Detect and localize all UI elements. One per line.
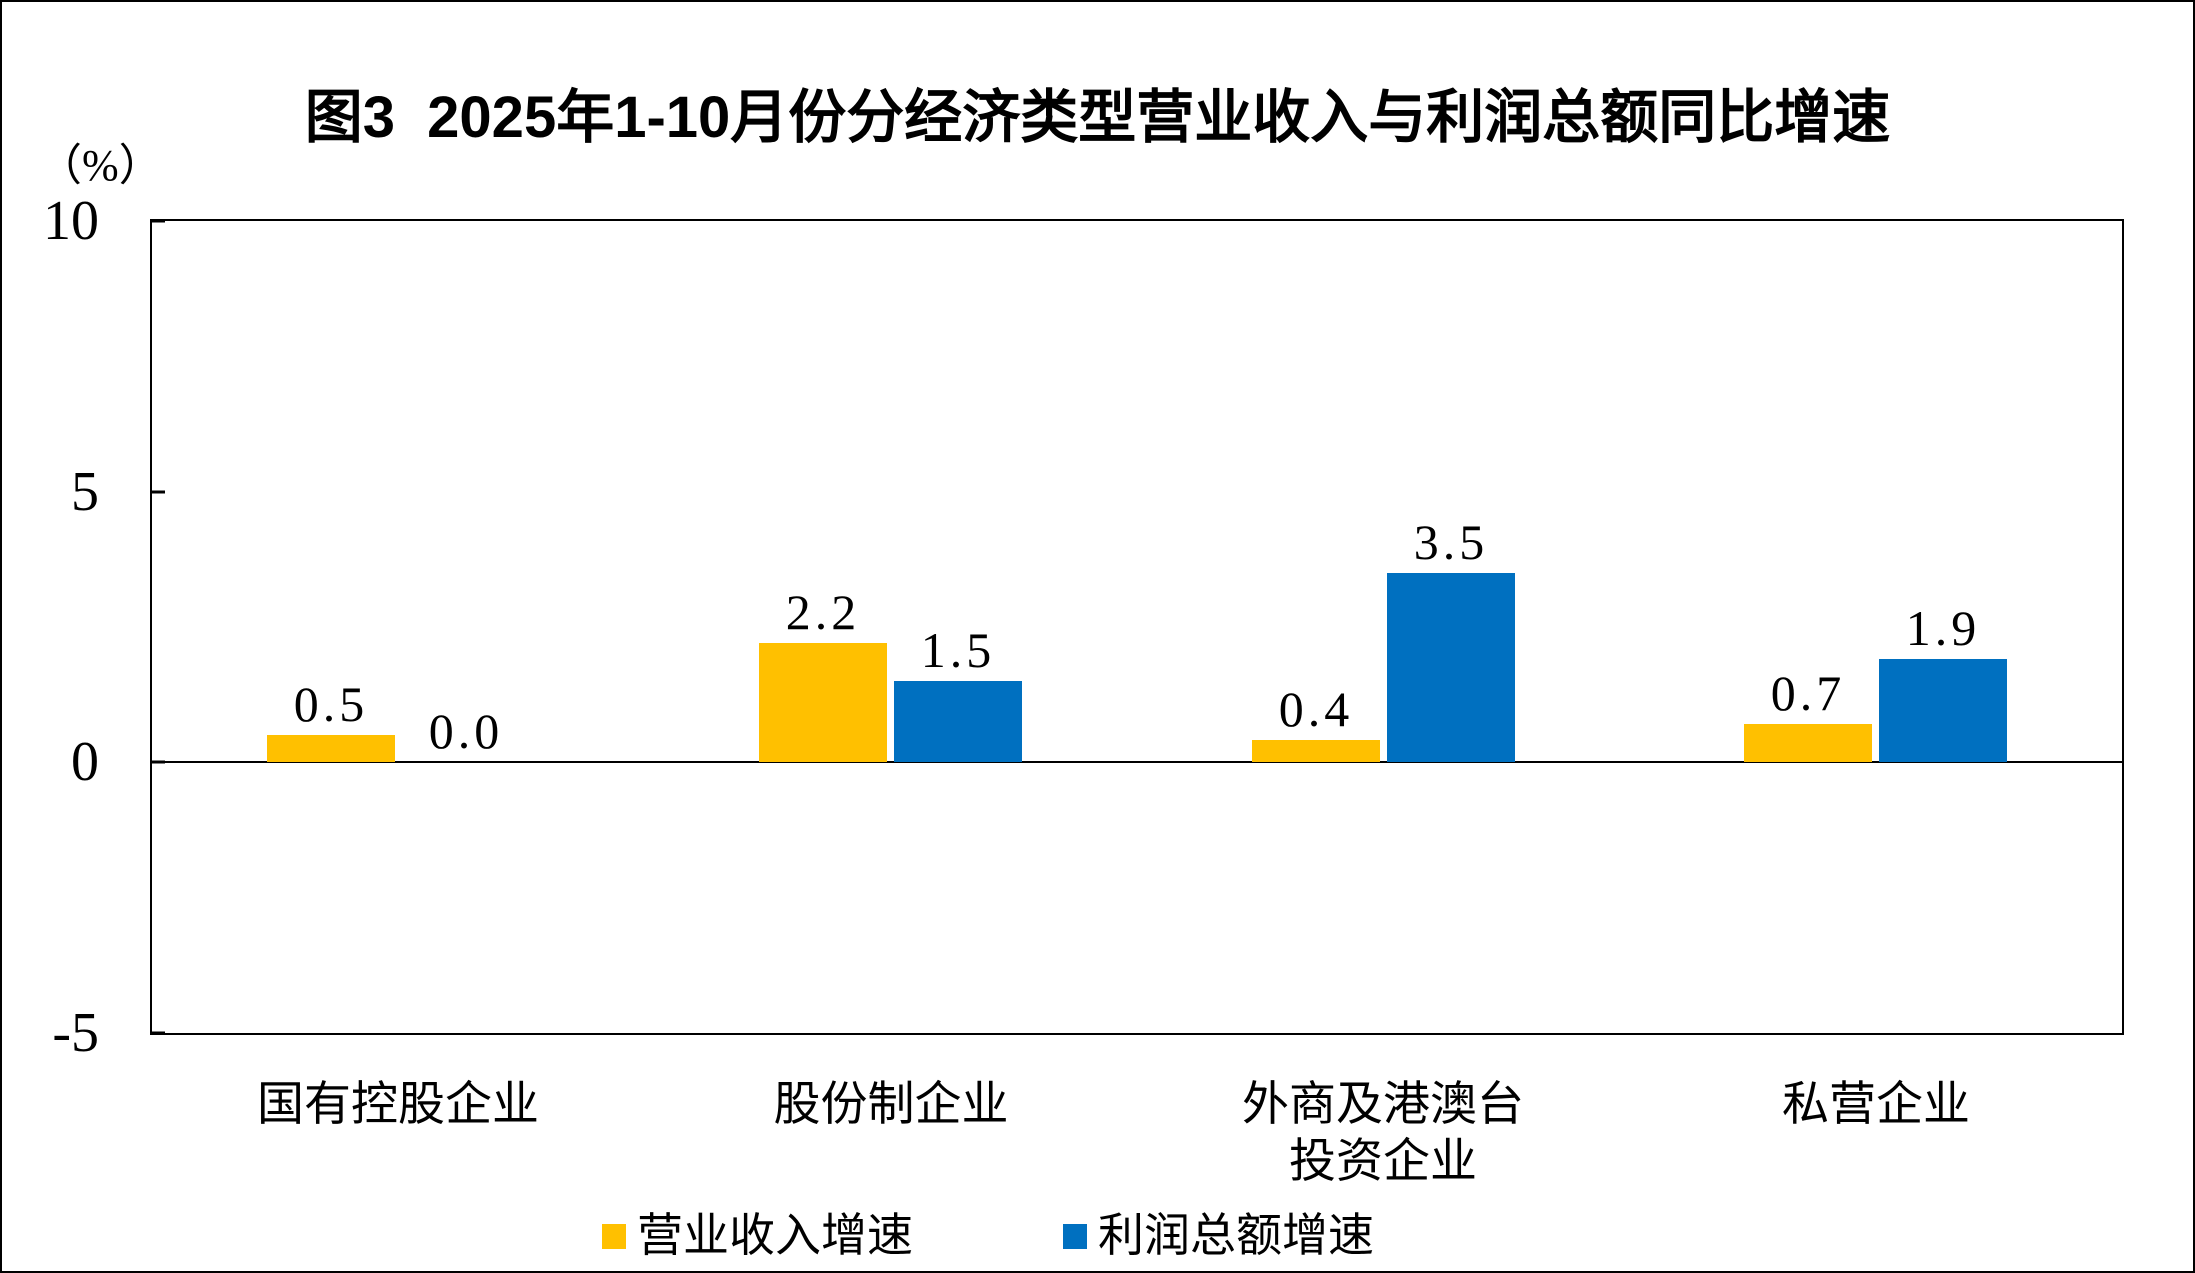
legend-label: 利润总额增速 [1098,1210,1374,1261]
bar-revenue [267,735,395,763]
y-tick-mark [152,219,165,223]
y-tick-label: -5 [52,1002,99,1064]
bar-profit [894,681,1022,763]
y-axis-unit-label: （%） [38,141,163,190]
bar-revenue [1744,724,1872,763]
legend-item: 营业收入增速 [602,1213,913,1259]
bar-value-label: 1.5 [920,622,996,679]
bar-value-label: 3.5 [1413,514,1489,571]
legend-item: 利润总额增速 [1063,1213,1374,1259]
legend: 营业收入增速 利润总额增速 [602,1205,1374,1267]
category-label: 私营企业 [1782,1079,1970,1131]
bar-value-label: 0.5 [293,676,369,733]
bar-value-label: 0.7 [1770,665,1846,722]
bar-value-label: 0.0 [428,703,504,760]
y-tick-label: 5 [71,460,99,523]
legend-swatch [602,1223,626,1249]
y-tick-label: 10 [43,190,99,252]
category-label: 外商及港澳台 投资企业 [1242,1079,1524,1189]
legend-label: 营业收入增速 [637,1210,913,1261]
bar-value-label: 0.4 [1278,681,1354,738]
bar-value-label: 2.2 [785,584,861,641]
y-tick-label: 0 [71,731,99,794]
bar-revenue [759,643,887,763]
bar-profit [1879,659,2007,763]
bar-revenue [1252,740,1380,763]
chart-title: 图3 2025年1-10月份分经济类型营业收入与利润总额同比增速 [304,85,1891,150]
category-label: 股份制企业 [773,1079,1009,1131]
bar-profit [1387,573,1515,763]
category-label: 国有控股企业 [257,1079,539,1131]
zero-axis-line [152,761,2122,764]
plot-area: 0.5 2.2 0.4 0.7 0.0 1.5 3.5 1.9 [150,219,2124,1035]
legend-swatch [1063,1223,1087,1249]
y-tick-mark [152,490,165,494]
bar-value-label: 1.9 [1905,600,1981,657]
